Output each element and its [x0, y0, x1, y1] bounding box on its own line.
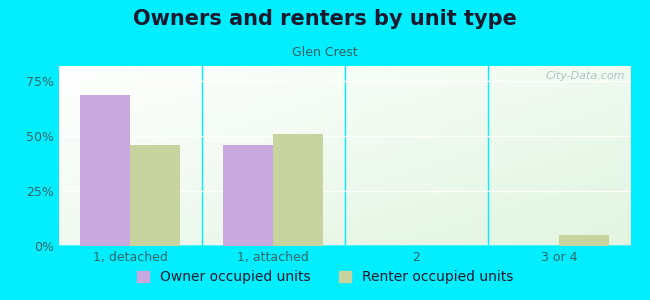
Bar — [80, 94, 130, 246]
Legend: Owner occupied units, Renter occupied units: Owner occupied units, Renter occupied un… — [131, 265, 519, 290]
Text: Owners and renters by unit type: Owners and renters by unit type — [133, 9, 517, 29]
Bar — [130, 145, 180, 246]
Text: Glen Crest: Glen Crest — [292, 46, 358, 59]
Bar — [559, 235, 609, 246]
Bar — [223, 145, 273, 246]
Bar — [273, 134, 323, 246]
Text: City-Data.com: City-Data.com — [545, 71, 625, 81]
